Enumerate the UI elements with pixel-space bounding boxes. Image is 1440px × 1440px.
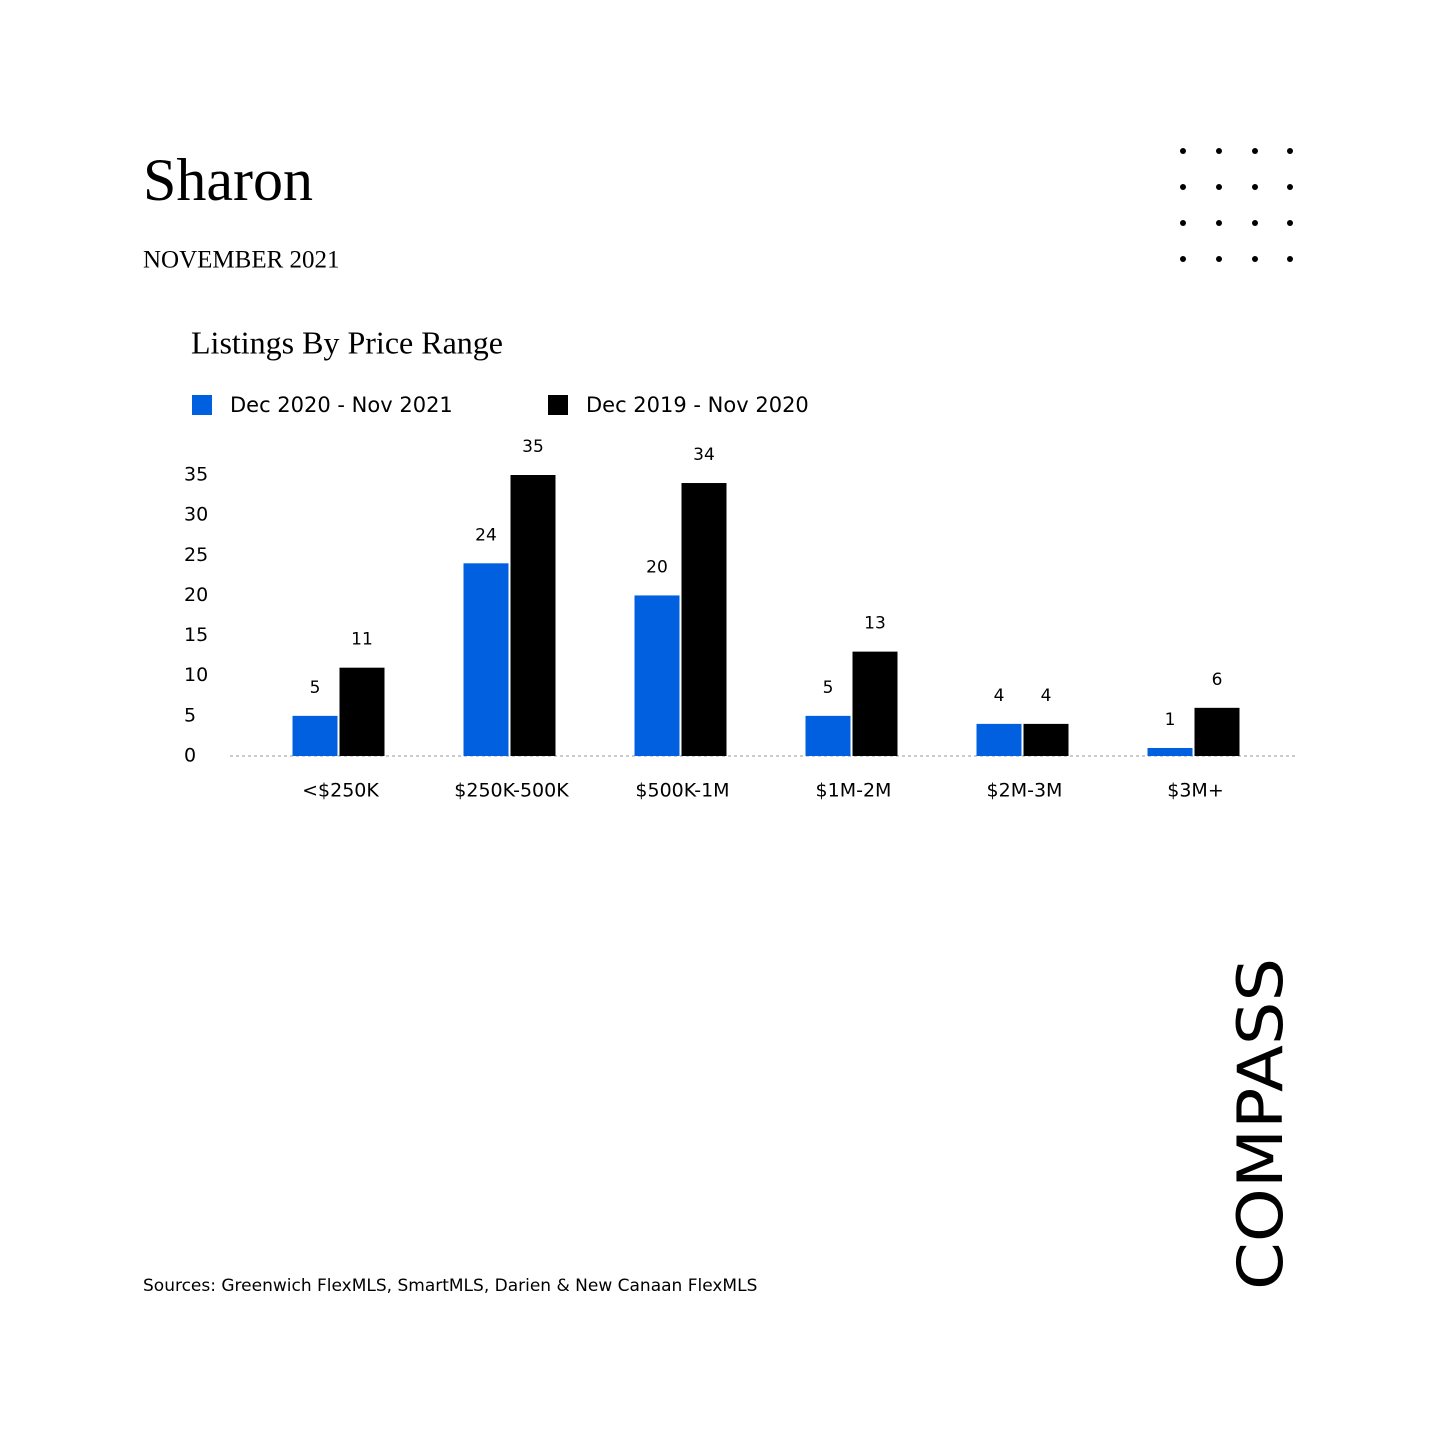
value-label: 24	[475, 525, 497, 545]
bar	[1023, 723, 1069, 756]
dot-grid	[1180, 148, 1293, 262]
value-label: 13	[864, 614, 886, 634]
legend-label: Dec 2019 - Nov 2020	[586, 393, 809, 417]
page-title: Sharon	[143, 147, 313, 213]
bar	[852, 651, 898, 756]
bar	[634, 595, 680, 756]
value-label: 34	[693, 445, 715, 465]
sources: Sources: Greenwich FlexMLS, SmartMLS, Da…	[143, 1276, 757, 1296]
bar	[805, 715, 851, 756]
x-tick-label: $3M+	[1167, 780, 1224, 802]
bar	[292, 715, 338, 756]
bar	[1194, 707, 1240, 756]
bar	[976, 723, 1022, 756]
x-tick-label: $1M-2M	[816, 780, 892, 802]
value-label: 5	[310, 678, 321, 698]
y-tick-label: 25	[184, 544, 208, 566]
value-label: 20	[646, 557, 668, 577]
y-tick-label: 0	[184, 745, 196, 767]
bar	[1147, 747, 1193, 756]
value-label: 4	[994, 686, 1005, 706]
y-tick-label: 35	[184, 464, 208, 486]
y-tick-label: 5	[184, 704, 196, 726]
value-label: 5	[823, 678, 834, 698]
x-tick-label: $500K-1M	[635, 780, 729, 802]
legend-swatch	[192, 395, 212, 415]
y-tick-label: 30	[184, 504, 208, 526]
y-tick-label: 20	[184, 584, 208, 606]
legend-label: Dec 2020 - Nov 2021	[230, 393, 453, 417]
legend-swatch	[548, 395, 568, 415]
x-tick-label: $250K-500K	[454, 780, 569, 802]
value-label: 11	[351, 630, 373, 650]
bar	[681, 483, 727, 756]
x-tick-label: <$250K	[302, 780, 379, 802]
x-tick-label: $2M-3M	[987, 780, 1063, 802]
value-label: 4	[1041, 686, 1052, 706]
logo: COMPASS	[1224, 958, 1297, 1290]
value-label: 35	[522, 437, 544, 457]
bar	[463, 563, 509, 756]
page-subtitle: NOVEMBER 2021	[143, 247, 340, 274]
value-label: 1	[1165, 710, 1176, 730]
value-label: 6	[1212, 670, 1223, 690]
bar	[510, 475, 556, 756]
y-tick-label: 15	[184, 624, 208, 646]
bar	[339, 667, 385, 756]
y-tick-label: 10	[184, 664, 208, 686]
chart-title: Listings By Price Range	[191, 324, 503, 360]
